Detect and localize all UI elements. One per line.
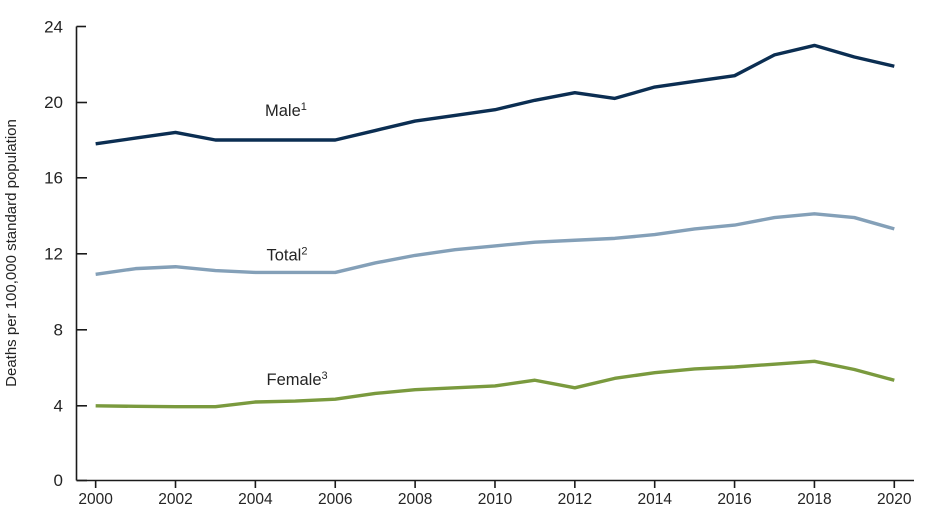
svg-text:2006: 2006 [318,491,352,508]
svg-text:8: 8 [54,320,63,339]
svg-text:2020: 2020 [877,491,912,508]
svg-text:2014: 2014 [637,491,672,508]
svg-text:Female3: Female3 [267,370,328,389]
svg-text:2010: 2010 [478,491,513,508]
svg-text:0: 0 [54,471,63,490]
svg-text:Total2: Total2 [267,246,308,265]
svg-text:2002: 2002 [158,491,192,508]
svg-text:2008: 2008 [398,491,432,508]
svg-text:24: 24 [44,18,63,37]
svg-text:2000: 2000 [78,491,113,508]
svg-text:2012: 2012 [558,491,592,508]
svg-text:2004: 2004 [238,491,273,508]
svg-text:Deaths per 100,000 standard po: Deaths per 100,000 standard population [3,119,20,387]
svg-text:16: 16 [44,168,63,187]
svg-text:20: 20 [44,93,63,112]
svg-text:4: 4 [54,396,63,415]
svg-text:2016: 2016 [717,491,751,508]
svg-text:12: 12 [44,244,63,263]
svg-text:Male1: Male1 [265,101,307,120]
svg-text:2018: 2018 [797,491,831,508]
